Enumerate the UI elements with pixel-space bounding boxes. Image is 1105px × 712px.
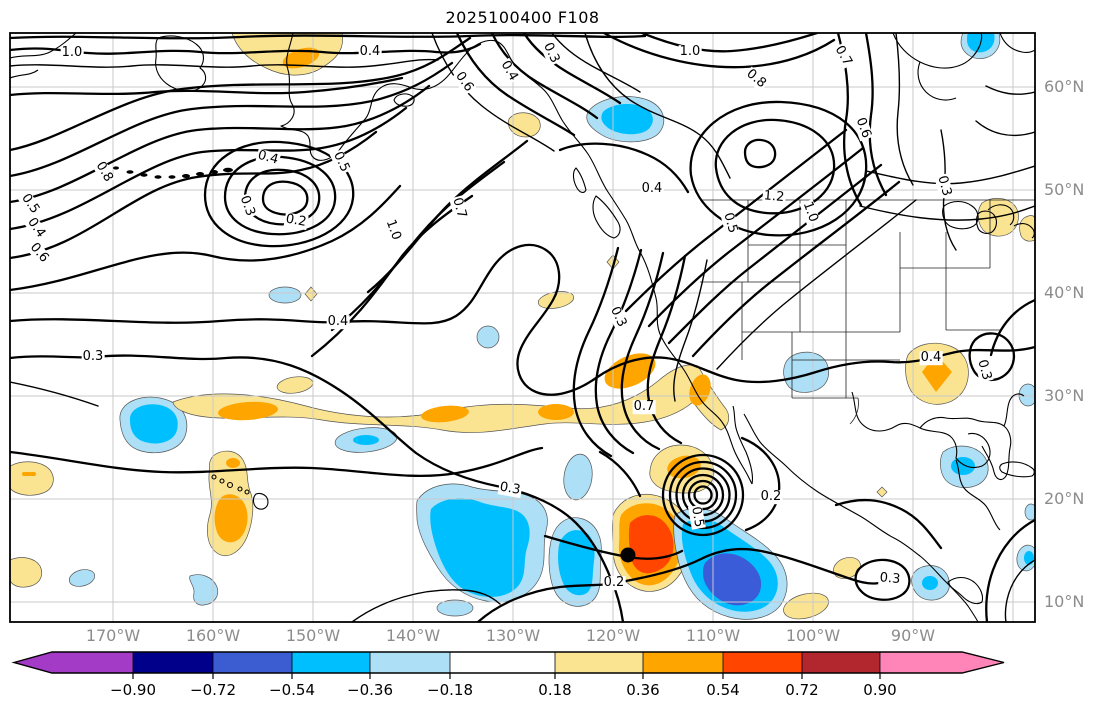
contour-label: 0.4	[919, 350, 943, 366]
storm-position-dot	[620, 547, 636, 563]
contour-label: 1.0	[678, 44, 702, 60]
colorbar-tick-label: −0.36	[347, 681, 393, 699]
colorbar-tick-label: 0.72	[785, 681, 819, 699]
colorbar	[11, 651, 1005, 679]
contour-label: 0.5	[688, 504, 707, 530]
contour-label: 0.4	[358, 44, 382, 60]
lon-tick-label: 120°W	[585, 626, 641, 645]
contour-label: 0.7	[632, 399, 656, 415]
lon-tick-label: 150°W	[285, 626, 341, 645]
contour-label: 1.0	[60, 45, 84, 61]
colorbar-tick-label: 0.36	[626, 681, 660, 699]
contour-label: 0.4	[326, 314, 350, 330]
lon-tick-label: 100°W	[785, 626, 841, 645]
lon-tick-label: 110°W	[685, 626, 741, 645]
contour-line-layer	[10, 33, 1035, 622]
graticule-layer	[10, 33, 1035, 622]
map-border	[9, 32, 1036, 623]
colorbar-segment	[370, 652, 450, 673]
colorbar-left-arrow	[14, 652, 133, 673]
colorbar-tick-label: 0.54	[706, 681, 740, 699]
colorbar-segment	[133, 652, 213, 673]
colorbar-right-arrow	[880, 652, 1004, 673]
colorbar-tick-label: −0.18	[427, 681, 473, 699]
hawaii-islands	[211, 474, 269, 510]
lon-tick-label: 90°W	[890, 626, 936, 645]
colorbar-segment	[555, 652, 643, 673]
lat-tick-label: 10°N	[1044, 592, 1085, 611]
lat-tick-label: 30°N	[1044, 386, 1085, 405]
lon-tick-label: 130°W	[485, 626, 541, 645]
colorbar-segment	[723, 652, 802, 673]
contour-label: 1.2	[762, 188, 786, 206]
colorbar-outline	[11, 651, 1005, 674]
contour-label: 0.2	[759, 489, 783, 505]
colorbar-tick-label: −0.90	[110, 681, 156, 699]
lon-tick-label: 140°W	[385, 626, 441, 645]
contour-label: 0.4	[640, 181, 664, 197]
lat-tick-label: 40°N	[1044, 283, 1085, 302]
colorbar-tick-label: −0.72	[190, 681, 236, 699]
colorbar-segment	[643, 652, 723, 673]
colorbar-segment	[292, 652, 370, 673]
colorbar-segment	[802, 652, 880, 673]
lon-tick-label: 160°W	[185, 626, 241, 645]
contour-label: 0.3	[878, 570, 902, 588]
lat-tick-label: 20°N	[1044, 489, 1085, 508]
colorbar-tick-label: 0.18	[538, 681, 572, 699]
anomaly-shading-layer	[10, 33, 1035, 620]
storm-marker-layer	[620, 547, 636, 563]
colorbar-tick-label: 0.90	[863, 681, 897, 699]
contour-label: 0.3	[81, 349, 105, 365]
lat-tick-label: 50°N	[1044, 180, 1085, 199]
aleutian-islands	[113, 166, 233, 179]
chart-title: 2025100400 F108	[445, 8, 600, 27]
contour-label: 0.2	[602, 575, 626, 591]
colorbar-segment	[213, 652, 292, 673]
lat-tick-label: 60°N	[1044, 77, 1085, 96]
colorbar-tick-label: −0.54	[269, 681, 315, 699]
colorbar-segment	[450, 652, 555, 673]
lon-tick-label: 170°W	[85, 626, 141, 645]
